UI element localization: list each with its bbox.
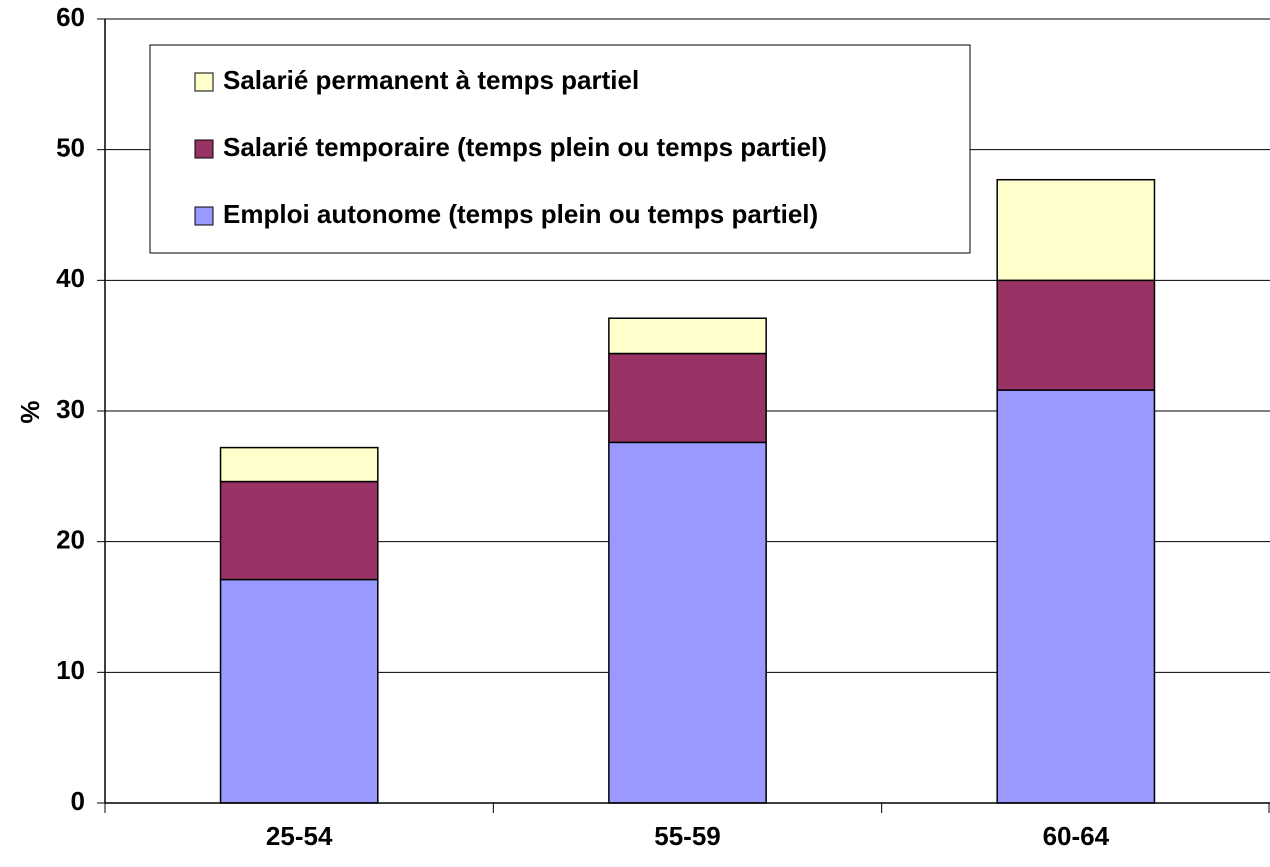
x-tick-label: 55-59 xyxy=(654,821,721,851)
legend-swatch xyxy=(194,206,214,226)
legend-box xyxy=(149,44,971,254)
bar-segment xyxy=(219,578,379,804)
y-tick-label: 50 xyxy=(56,133,85,163)
y-axis-label: % xyxy=(15,400,45,423)
legend-label: Emploi autonome (temps plein ou temps pa… xyxy=(223,199,818,229)
bar-segment xyxy=(996,178,1156,282)
bar-segment xyxy=(219,480,379,581)
legend-label: Salarié permanent à temps partiel xyxy=(223,65,639,95)
y-tick-label: 30 xyxy=(56,394,85,424)
bar-segment xyxy=(608,441,767,804)
y-tick-label: 20 xyxy=(56,525,85,555)
bar-segment xyxy=(608,317,767,355)
bar-segment xyxy=(996,279,1156,391)
bar-segment xyxy=(608,352,767,444)
y-tick-label: 10 xyxy=(56,655,85,685)
legend-label: Salarié temporaire (temps plein ou temps… xyxy=(223,132,827,162)
y-tick-label: 60 xyxy=(56,2,85,32)
y-tick-label: 0 xyxy=(71,786,85,816)
legend-swatch xyxy=(194,139,214,159)
x-tick-label: 25-54 xyxy=(266,821,333,851)
x-tick-label: 60-64 xyxy=(1043,821,1110,851)
bar-segment xyxy=(219,446,379,483)
y-tick-label: 40 xyxy=(56,263,85,293)
bar-segment xyxy=(996,389,1156,804)
legend-swatch xyxy=(194,72,214,92)
